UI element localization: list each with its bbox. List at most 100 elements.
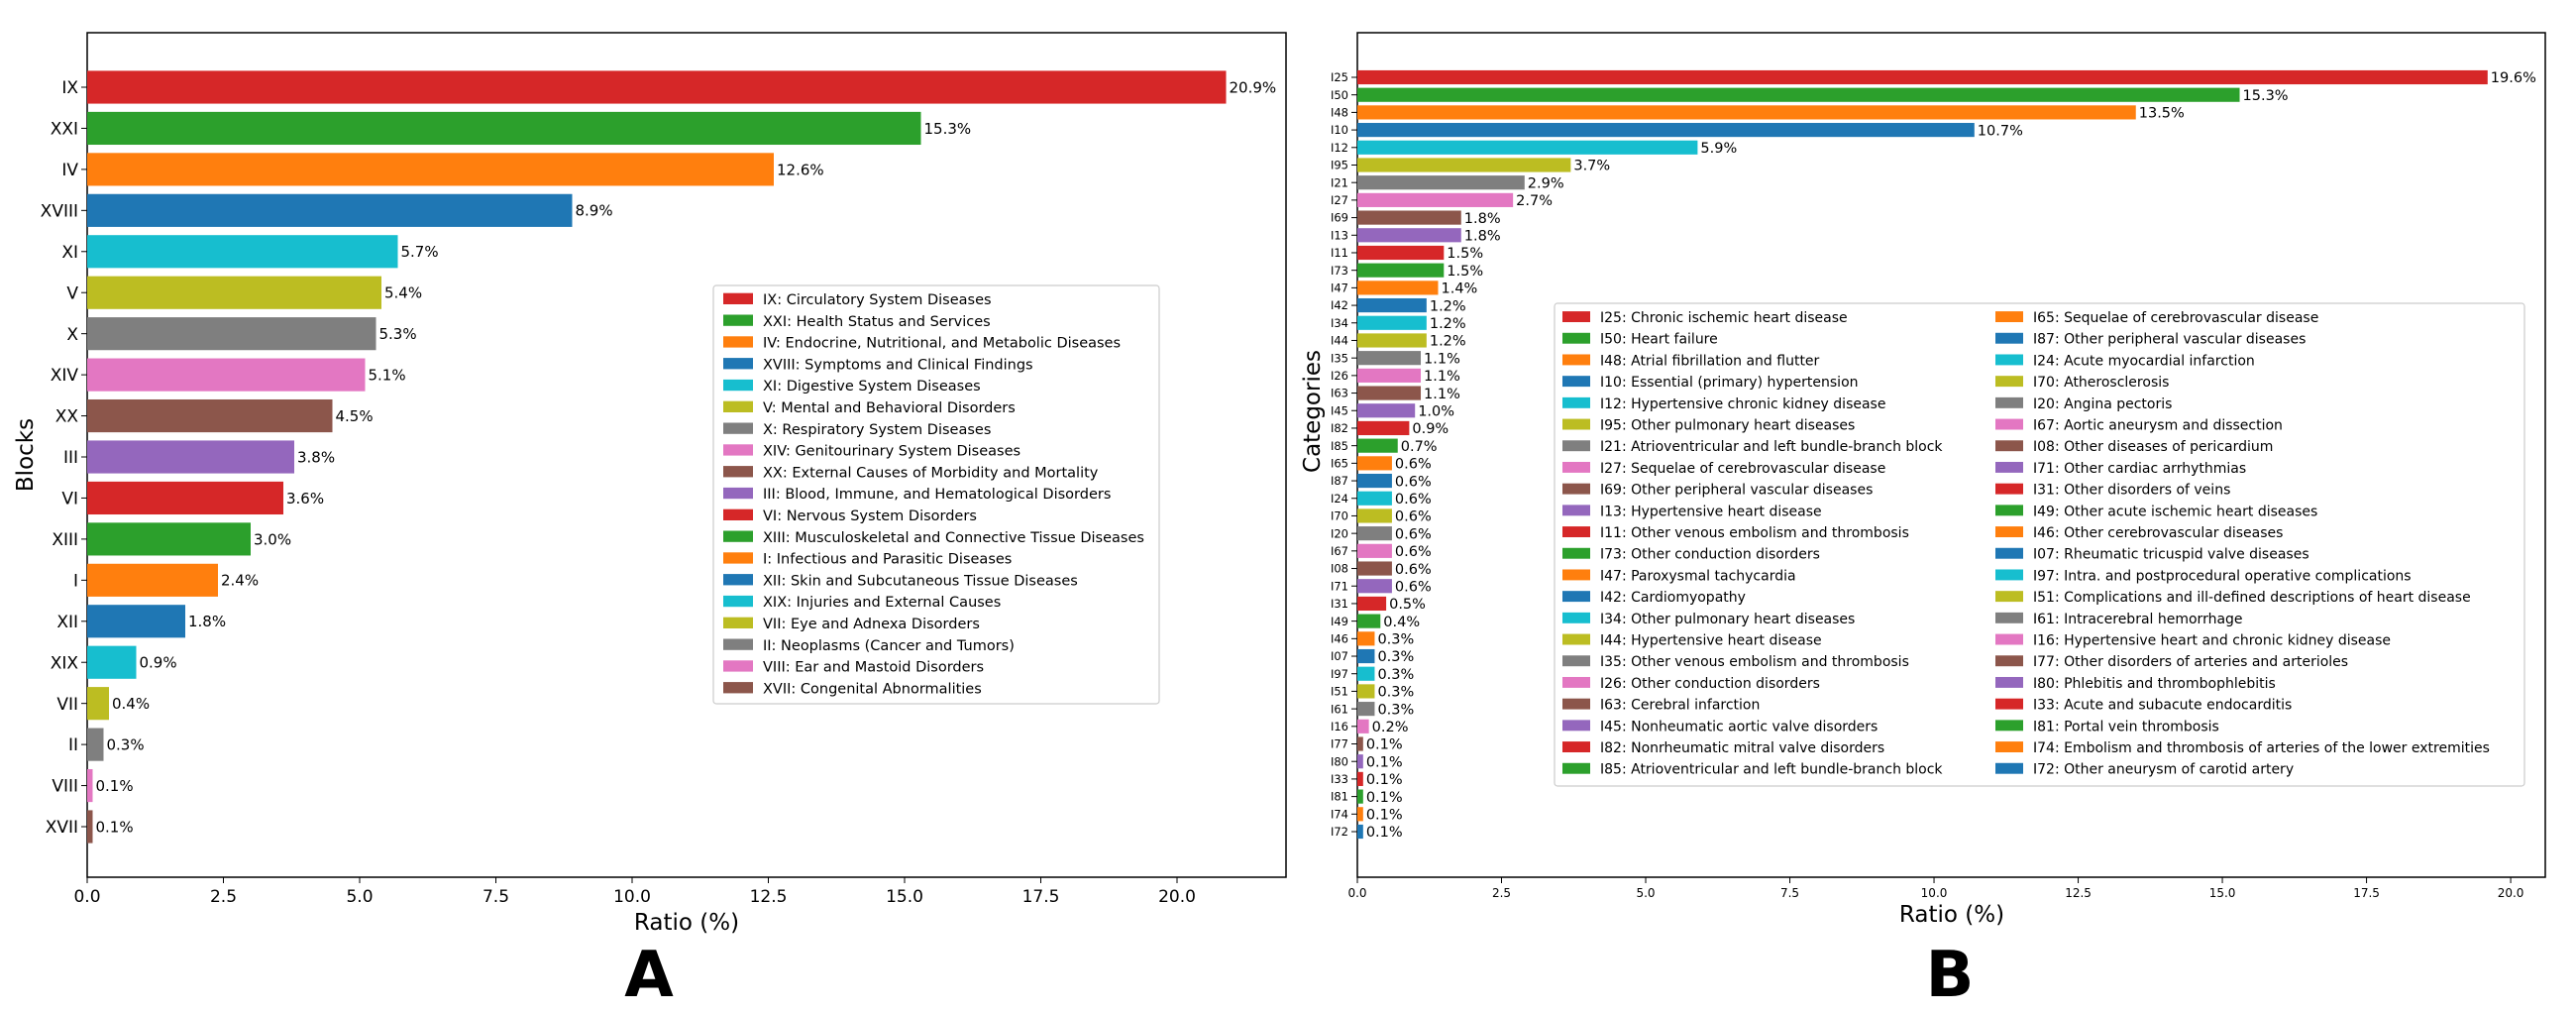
panel-b-y-tick-label: I72 [1331,825,1348,839]
panel-b-y-axis-label: Categories [1300,350,1326,473]
panel-a-y-tick-label: VIII [52,777,78,797]
panel-b-value-label: 0.3% [1377,632,1414,648]
panel-b-y-tick-label: I08 [1331,562,1348,576]
panel-a-legend-entry: XII: Skin and Subcutaneous Tissue Diseas… [763,573,1078,589]
panel-b-legend-swatch [1995,311,2023,322]
panel-a-bar-ii [87,728,104,761]
panel-b-bar-i10 [1357,123,1975,138]
panel-b-value-label: 1.1% [1424,387,1460,402]
panel-a-x-tick-label: 12.5 [750,887,788,907]
panel-a-legend-entry: XX: External Causes of Morbidity and Mor… [763,465,1099,481]
panel-b-value-label: 1.1% [1424,369,1460,385]
panel-b-value-label: 2.7% [1516,193,1553,209]
panel-b-value-label: 1.5% [1447,246,1483,262]
panel-b-x-tick-label: 5.0 [1636,886,1655,900]
panel-b-y-tick-label: I35 [1331,351,1348,365]
panel-b-x-tick-label: 12.5 [2065,886,2092,900]
panel-b-legend-entry: I71: Other cardiac arrhythmias [2033,461,2246,477]
panel-b-legend-entry: I20: Angina pectoris [2033,396,2172,412]
panel-b-value-label: 1.8% [1464,211,1501,227]
panel-b-legend-swatch [1562,376,1590,388]
panel-b-legend-entry: I10: Essential (primary) hypertension [1600,375,1859,391]
panel-b-bar-i11 [1357,245,1445,261]
panel-b-bar-i21 [1357,175,1525,190]
panel-b-legend-entry: I07: Rheumatic tricuspid valve diseases [2033,547,2309,563]
panel-b-value-label: 0.5% [1389,597,1426,613]
panel-b-legend-entry: I31: Other disorders of veins [2033,483,2230,499]
panel-a-legend-swatch [723,552,753,564]
panel-b-bar-i51 [1357,684,1375,699]
panel-b-y-tick-label: I74 [1331,807,1348,821]
panel-a-x-tick-label: 5.0 [346,887,373,907]
panel-b-value-label: 1.8% [1464,228,1501,244]
panel-b-legend-entry: I80: Phlebitis and thrombophlebitis [2033,676,2276,692]
panel-b-legend-entry: I33: Acute and subacute endocarditis [2033,698,2292,714]
panel-b-value-label: 0.7% [1401,439,1438,455]
panel-b-value-label: 0.6% [1395,526,1432,542]
panel-b-value-label: 0.1% [1366,772,1403,788]
panel-b-bar-i07 [1357,648,1375,664]
panel-b-bar-i85 [1357,438,1398,453]
panel-a-legend-entry: XI: Digestive System Diseases [763,379,981,395]
panel-b-legend-entry: I97: Intra. and postprocedural operative… [2033,568,2412,584]
panel-b-bar-i33 [1357,771,1363,786]
panel-b-x-tick-label: 17.5 [2353,886,2380,900]
panel-b-legend-swatch [1562,418,1590,430]
panel-b-y-tick-label: I85 [1331,439,1348,453]
panel-b-y-tick-label: I95 [1331,159,1348,172]
panel-a-y-tick-label: XX [55,407,79,427]
panel-b-value-label: 13.5% [2139,106,2185,122]
panel-b-value-label: 0.6% [1395,544,1432,560]
panel-b-y-tick-label: I97 [1331,667,1348,681]
panel-a-y-tick-label: II [68,735,78,755]
panel-b-value-label: 0.4% [1383,615,1420,630]
panel-a-y-tick-label: IX [61,78,78,98]
panel-b-bar-i31 [1357,596,1387,612]
panel-a-legend-swatch [723,444,753,456]
panel-b-legend-swatch [1995,569,2023,581]
panel-b-legend-entry: I69: Other peripheral vascular diseases [1600,483,1873,499]
panel-b-y-tick-label: I11 [1331,246,1348,260]
panel-b-value-label: 0.6% [1395,457,1432,473]
panel-label-a: A [624,939,674,1011]
panel-b-legend-entry: I46: Other cerebrovascular diseases [2033,525,2283,541]
panel-a-bar-xvii [87,810,93,844]
panel-b-y-tick-label: I50 [1331,88,1348,102]
panel-b-legend-swatch [1562,569,1590,581]
panel-b-bar-i49 [1357,614,1381,628]
panel-b-bar-i24 [1357,491,1392,506]
panel-b-legend-entry: I70: Atherosclerosis [2033,375,2169,391]
panel-b-y-tick-label: I47 [1331,282,1348,295]
panel-b-legend-entry: I49: Other acute ischemic heart diseases [2033,504,2317,519]
panel-a-legend-swatch [723,617,753,628]
panel-a-legend-entry: V: Mental and Behavioral Disorders [763,400,1016,416]
panel-a-bar-xx [87,398,333,433]
panel-b-bar-i97 [1357,666,1375,681]
panel-b-legend-entry: I16: Hypertensive heart and chronic kidn… [2033,633,2391,649]
panel-b-legend-entry: I63: Cerebral infarction [1600,698,1760,714]
panel-b-legend-entry: I24: Acute myocardial infarction [2033,353,2255,369]
panel-b-legend-swatch [1562,505,1590,516]
panel-a-y-tick-label: I [73,571,78,591]
panel-b-bar-i47 [1357,281,1439,295]
panel-b-y-tick-label: I61 [1331,702,1348,716]
panel-b-value-label: 19.6% [2491,70,2536,86]
panel-b-bar-i81 [1357,789,1363,804]
panel-a-x-tick-label: 15.0 [886,887,923,907]
panel-a-y-tick-label: XIV [51,366,79,386]
panel-a-legend-entry: X: Respiratory System Diseases [763,422,991,438]
panel-b-legend-entry: I11: Other venous embolism and thrombosi… [1600,525,1909,541]
panel-a-bar-xviii [87,193,573,227]
panel-b-value-label: 1.2% [1430,316,1466,332]
panel-b-value-label: 0.1% [1366,825,1403,841]
panel-a-legend-entry: XVII: Congenital Abnormalities [763,681,982,697]
panel-b-bar-i16 [1357,719,1369,733]
panel-b-legend-entry: I26: Other conduction disorders [1600,676,1820,692]
panel-b-y-tick-label: I16 [1331,720,1348,733]
panel-b-legend-swatch [1995,332,2023,344]
panel-a-legend-entry: XIV: Genitourinary System Diseases [763,444,1020,460]
panel-b-value-label: 0.6% [1395,509,1432,525]
panel-a-bar-i [87,563,218,597]
panel-a-legend-entry: VI: Nervous System Disorders [763,508,977,524]
